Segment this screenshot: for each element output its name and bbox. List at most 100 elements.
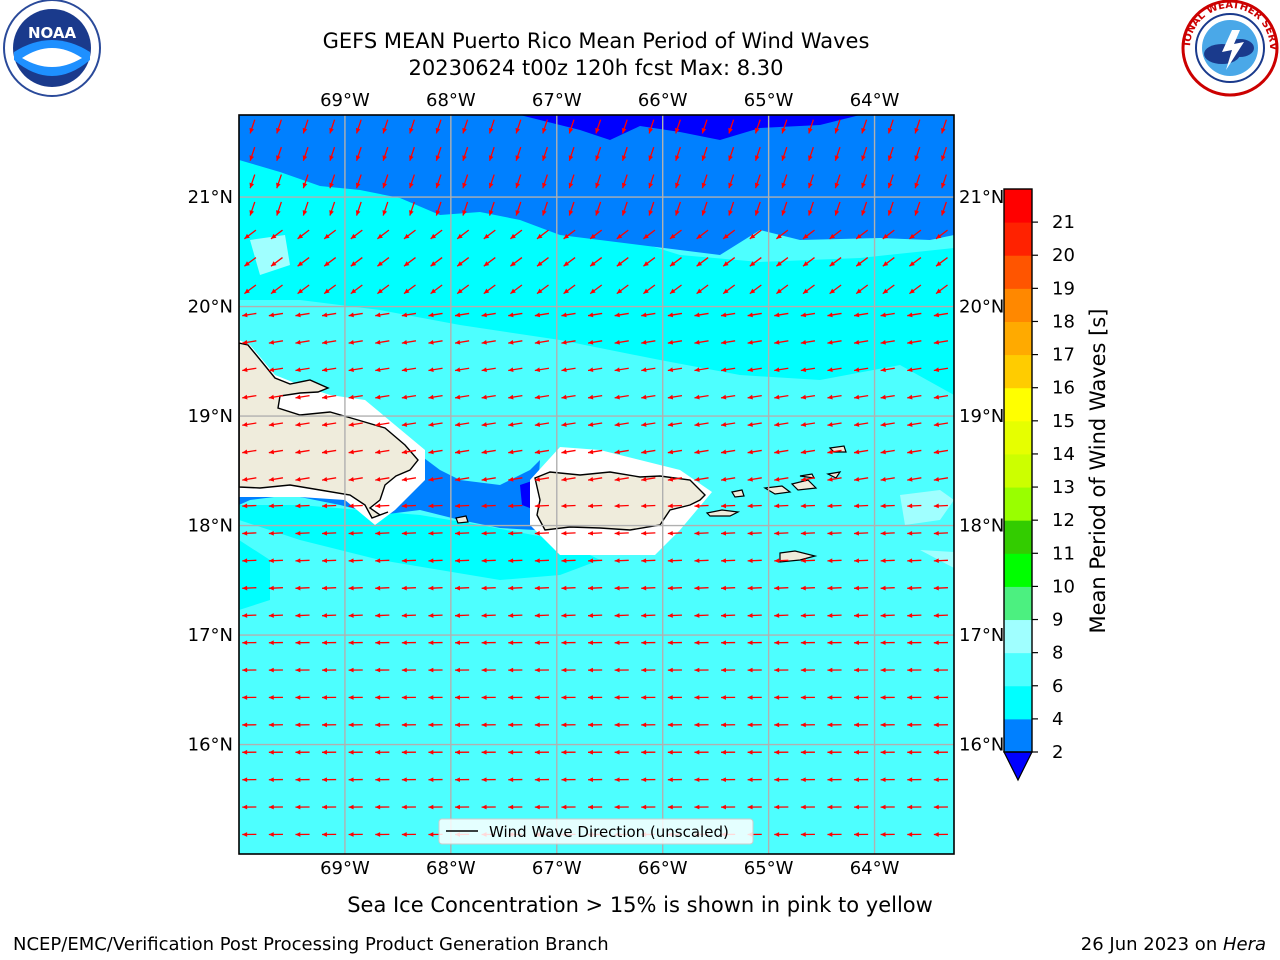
wind-wave-arrow xyxy=(534,695,549,700)
latitude-labels-left: 21°N 20°N 19°N 18°N 17°N 16°N xyxy=(188,187,233,755)
wind-wave-arrow xyxy=(587,339,603,345)
wind-wave-arrow xyxy=(827,804,842,810)
wind-wave-arrow xyxy=(382,174,389,189)
wind-wave-arrow xyxy=(774,339,789,345)
wind-wave-arrow xyxy=(295,749,310,755)
wind-wave-arrow xyxy=(614,749,629,755)
wind-wave-arrow xyxy=(348,585,363,591)
wind-wave-arrow xyxy=(933,558,948,564)
wind-wave-arrow xyxy=(747,667,762,673)
land-vieques xyxy=(705,509,741,517)
wind-wave-arrow xyxy=(854,640,869,646)
wind-wave-arrow xyxy=(430,229,443,240)
wind-wave-arrow xyxy=(297,284,310,295)
wind-wave-arrow xyxy=(536,257,549,267)
wind-wave-arrow xyxy=(534,476,550,482)
wind-wave-arrow xyxy=(428,503,443,509)
wind-wave-arrow xyxy=(242,832,257,837)
wind-wave-arrow xyxy=(508,312,523,318)
wind-wave-arrow xyxy=(907,749,922,755)
wind-wave-arrow xyxy=(721,667,736,673)
wind-wave-arrow xyxy=(887,174,894,189)
wind-wave-arrow xyxy=(375,804,390,810)
wind-wave-arrow xyxy=(933,503,948,509)
wind-wave-arrow xyxy=(853,367,869,373)
footer-date-host: 26 Jun 2023 on Hera xyxy=(1081,934,1266,955)
wind-wave-arrow xyxy=(747,585,762,591)
wind-wave-arrow xyxy=(401,503,416,509)
wind-wave-arrow xyxy=(909,257,922,267)
wind-wave-arrow xyxy=(880,667,895,673)
wind-wave-arrow xyxy=(375,749,390,755)
colorbar-tick-label: 11 xyxy=(1052,543,1075,564)
map-area xyxy=(239,115,954,854)
wind-wave-arrow xyxy=(403,284,416,295)
wind-wave-arrow xyxy=(933,449,949,455)
wind-wave-arrow xyxy=(455,749,470,755)
wind-wave-arrow xyxy=(667,558,682,564)
wind-wave-arrow xyxy=(508,722,523,728)
wind-wave-arrow xyxy=(641,749,656,755)
wind-wave-arrow xyxy=(907,613,922,618)
wind-wave-arrow xyxy=(587,476,603,482)
wind-wave-arrow xyxy=(776,257,789,267)
wind-wave-arrow xyxy=(488,201,495,216)
wind-wave-arrow xyxy=(428,422,443,427)
wind-wave-arrow xyxy=(667,503,682,509)
wind-wave-arrow xyxy=(774,695,789,700)
wind-wave-arrow xyxy=(428,394,443,400)
wind-wave-arrow xyxy=(242,394,257,400)
wind-wave-arrow xyxy=(534,312,550,318)
wind-wave-arrow xyxy=(375,476,390,482)
wind-wave-arrow xyxy=(295,367,310,373)
wind-wave-arrow xyxy=(776,229,789,240)
wind-wave-arrow xyxy=(244,257,257,267)
wind-wave-arrow xyxy=(800,613,815,618)
colorbar-bin xyxy=(1004,685,1032,720)
latitude-label-left: 21°N xyxy=(188,187,233,208)
wind-wave-arrow xyxy=(907,339,922,345)
wind-wave-arrow xyxy=(694,367,709,373)
wind-wave-arrow xyxy=(701,174,708,189)
wind-wave-arrow xyxy=(455,503,470,509)
wind-wave-arrow xyxy=(774,832,789,837)
wind-wave-arrow xyxy=(854,749,869,755)
wind-wave-arrow xyxy=(614,530,629,536)
wind-wave-arrow xyxy=(667,367,683,373)
wind-wave-arrow xyxy=(747,558,762,564)
footer-date: 26 Jun 2023 on xyxy=(1081,934,1223,955)
wind-wave-arrow xyxy=(242,503,257,509)
latitude-label-right: 17°N xyxy=(959,625,1004,646)
wind-wave-arrow xyxy=(268,749,283,755)
wind-wave-arrow xyxy=(834,201,841,216)
wind-wave-arrow xyxy=(375,530,390,536)
wind-wave-arrow xyxy=(375,695,390,700)
wind-wave-arrow xyxy=(721,503,736,509)
wind-wave-arrow xyxy=(322,503,337,509)
longitude-label-bottom: 69°W xyxy=(320,858,370,879)
wind-wave-arrow xyxy=(914,119,921,134)
wind-wave-arrow xyxy=(561,558,576,564)
wind-wave-arrow xyxy=(621,146,628,162)
wind-wave-arrow xyxy=(774,749,789,755)
wind-wave-arrow xyxy=(721,804,736,810)
longitude-label-top: 65°W xyxy=(744,90,794,111)
wind-wave-arrow xyxy=(880,503,895,509)
wind-wave-arrow xyxy=(244,284,257,295)
wind-wave-arrow xyxy=(907,695,922,700)
wind-wave-arrow xyxy=(348,367,363,373)
wind-wave-arrow xyxy=(800,777,815,783)
wind-wave-arrow xyxy=(588,777,603,783)
colorbar-label: Mean Period of Wind Waves [s] xyxy=(1086,309,1110,634)
wind-wave-arrow xyxy=(249,201,256,216)
wind-wave-arrow xyxy=(933,367,949,373)
wind-wave-arrow xyxy=(861,146,868,162)
wind-wave-arrow xyxy=(534,449,550,455)
latitude-label-left: 17°N xyxy=(188,625,233,646)
wind-wave-arrow xyxy=(641,503,656,509)
wind-wave-arrow xyxy=(321,449,337,455)
wind-wave-arrow xyxy=(827,312,842,318)
wind-wave-arrow xyxy=(667,530,682,536)
wind-wave-arrow xyxy=(321,394,337,400)
wind-wave-arrow xyxy=(941,146,947,162)
